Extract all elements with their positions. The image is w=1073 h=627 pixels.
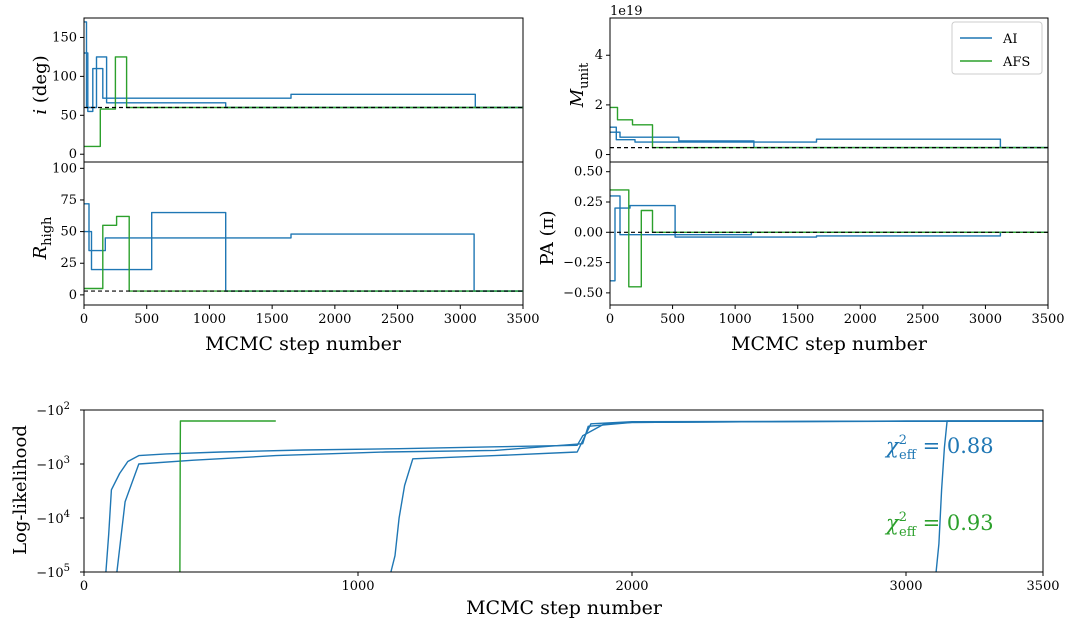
x-tick-label: 0 <box>80 312 88 327</box>
axes-frame <box>609 161 1049 306</box>
ylabel-m-unit: Munit <box>567 62 592 108</box>
y-tick-label: 50 <box>60 225 77 240</box>
axes-frame <box>83 409 1044 573</box>
x-tick-label: 1500 <box>256 312 289 327</box>
series-afs-2 <box>610 106 1048 149</box>
axes-frame <box>83 161 524 306</box>
x-tick-label: 1000 <box>719 312 752 327</box>
series-ai-1 <box>610 131 1048 149</box>
x-tick-label: 500 <box>660 312 685 327</box>
series-ai-1 <box>84 21 523 109</box>
y-tick-label: 0.25 <box>574 195 603 210</box>
xlabel-right: MCMC step number <box>731 333 928 355</box>
series-ai-2 <box>390 420 1043 572</box>
y-tick-label: −104 <box>36 509 70 527</box>
legend: AI AFS <box>951 21 1043 75</box>
y-tick-label: 0 <box>595 148 603 163</box>
series-afs-2 <box>84 215 523 292</box>
series-afs-2 <box>84 56 523 148</box>
ylabel-inclination: i (deg) <box>30 55 51 114</box>
legend-label-afs: AFS <box>1002 55 1030 70</box>
y-tick-label: 2 <box>595 98 603 113</box>
panel-inclination: i (deg) 0 50 100 150 <box>30 17 524 163</box>
panel-log-likelihood: Log-likelihood MCMC step number χ2 eff = … <box>10 401 1060 619</box>
plot-area <box>105 420 1043 572</box>
y-tick-label: 0 <box>69 147 77 162</box>
x-tick-label: 0 <box>606 312 614 327</box>
y-tick-label: 150 <box>52 30 77 45</box>
x-tick-label: 2000 <box>318 312 351 327</box>
ylabel-pa: PA (π) <box>537 210 558 265</box>
y-tick-label: 0.00 <box>574 225 603 240</box>
y-tick-label: −103 <box>36 455 70 473</box>
series-ai-0 <box>84 52 523 113</box>
x-tick-label: 3500 <box>1026 579 1059 594</box>
y-tick-label: 0 <box>69 288 77 303</box>
ylabel-r-high: Rhigh <box>30 216 55 260</box>
x-tick-label: 2000 <box>615 579 648 594</box>
chi2-annotation-ai: χ2 eff = 0.88 <box>884 433 994 463</box>
y-tick-label: 50 <box>60 108 77 123</box>
series-afs-2 <box>610 189 1048 288</box>
y-tick-label: 100 <box>52 69 77 84</box>
offset-text-1e19: 1e19 <box>610 4 643 19</box>
x-tick-label: 3000 <box>444 312 477 327</box>
x-tick-label: 500 <box>134 312 159 327</box>
series-ai-0 <box>610 204 1048 282</box>
x-tick-label: 3000 <box>969 312 1002 327</box>
plot-area <box>84 21 523 148</box>
x-tick-label: 3500 <box>506 312 539 327</box>
x-tick-label: 2000 <box>844 312 877 327</box>
x-tick-label: 1500 <box>781 312 814 327</box>
series-ai-3 <box>935 420 1043 572</box>
chi2-annotation-afs: χ2 eff = 0.93 <box>884 510 994 540</box>
y-tick-label: 100 <box>52 161 77 176</box>
xlabel-left: MCMC step number <box>205 333 402 355</box>
axes-frame <box>83 17 524 163</box>
series-ai-1 <box>84 211 523 292</box>
series-afs-4 <box>179 420 276 572</box>
series-ai-0 <box>84 203 523 292</box>
x-tick-label: 1000 <box>341 579 374 594</box>
plot-area <box>610 106 1048 149</box>
y-tick-label: 4 <box>595 48 603 63</box>
series-ai-0 <box>610 126 1048 149</box>
y-tick-label: −105 <box>36 563 70 581</box>
x-tick-label: 3000 <box>889 579 922 594</box>
xlabel-bottom: MCMC step number <box>466 597 663 619</box>
y-tick-label: 75 <box>60 193 77 208</box>
x-tick-label: 2500 <box>906 312 939 327</box>
y-tick-label: 0.50 <box>574 165 603 180</box>
y-tick-label: −102 <box>36 401 70 419</box>
x-tick-label: 2500 <box>381 312 414 327</box>
plot-area <box>610 189 1048 288</box>
x-tick-label: 0 <box>80 579 88 594</box>
ylabel-log-likelihood: Log-likelihood <box>10 425 31 555</box>
legend-label-ai: AI <box>1002 32 1018 47</box>
y-tick-label: −0.25 <box>563 256 603 271</box>
x-tick-label: 3500 <box>1031 312 1064 327</box>
panel-pa: PA (π) MCMC step number −0.50 −0.25 0.00 0.… <box>537 161 1065 355</box>
y-tick-label: 25 <box>60 256 77 271</box>
x-tick-label: 1000 <box>193 312 226 327</box>
plot-area <box>84 203 523 292</box>
y-tick-label: −0.50 <box>563 286 603 301</box>
